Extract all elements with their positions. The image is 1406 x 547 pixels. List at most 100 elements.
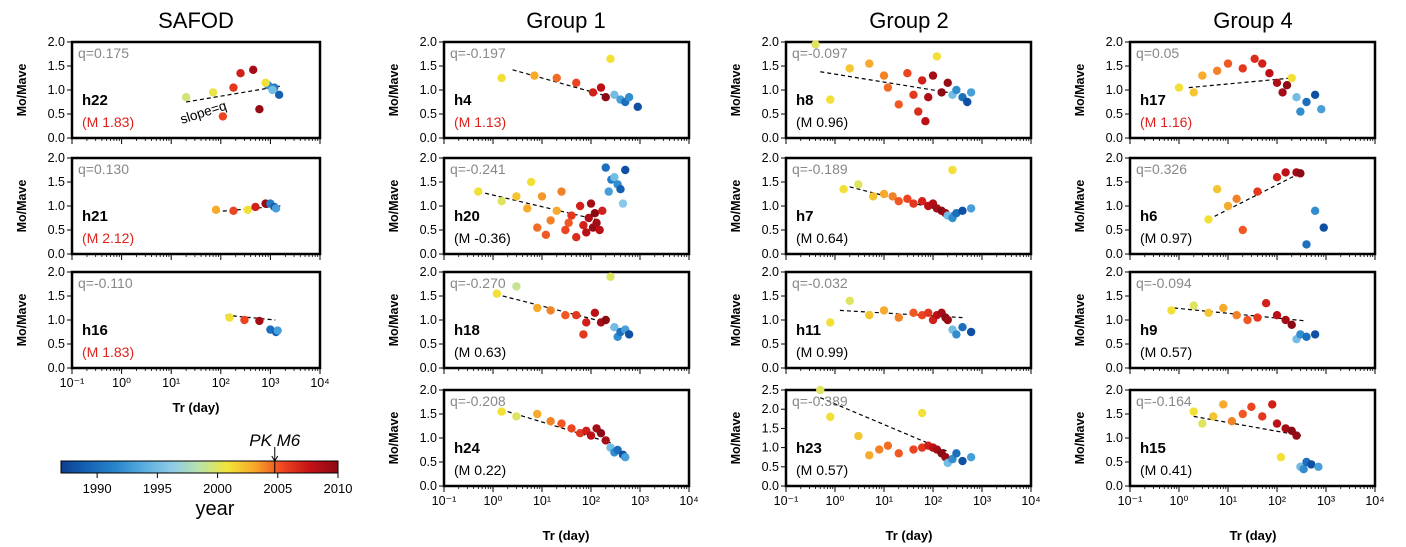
data-point bbox=[1204, 308, 1213, 317]
data-point bbox=[1232, 194, 1241, 203]
magnitude-label: (M 0.99) bbox=[796, 344, 848, 360]
data-point bbox=[274, 90, 284, 100]
y-tick-label: 0.5 bbox=[420, 455, 437, 469]
data-point bbox=[868, 192, 878, 201]
x-tick-label: 10⁻¹ bbox=[432, 494, 457, 508]
data-point bbox=[1296, 169, 1305, 178]
data-point bbox=[497, 197, 506, 206]
magnitude-label: (M 0.41) bbox=[1140, 462, 1192, 478]
plot-frame bbox=[70, 270, 322, 370]
y-tick-label: 2.0 bbox=[762, 35, 779, 49]
y-tick-label: 0.0 bbox=[48, 361, 65, 375]
data-point bbox=[604, 187, 613, 196]
cluster-name: h4 bbox=[454, 92, 472, 109]
x-tick-label: 10⁻¹ bbox=[60, 376, 85, 390]
data-point bbox=[1310, 90, 1320, 100]
scatter-panel-h4: 0.0 0.5 1.0 1.5 2.0 Mo/Mave q=-0.197 h4 (M 1.13) bbox=[387, 35, 691, 145]
plot-frame bbox=[442, 388, 691, 488]
scatter-panels: 0.0 0.5 1.0 1.5 2.0 Mo/Mave q=0.175 h22 (M 1.83)… bbox=[15, 35, 1385, 508]
x-tick-label: 10⁰ bbox=[1170, 494, 1189, 508]
data-point bbox=[567, 211, 576, 220]
data-point bbox=[579, 221, 588, 230]
data-point bbox=[952, 85, 961, 95]
y-tick-label: 0.5 bbox=[1106, 223, 1123, 237]
y-tick-label: 1.5 bbox=[420, 59, 437, 73]
cluster-name: h16 bbox=[82, 322, 108, 339]
y-tick-label: 1.5 bbox=[48, 175, 65, 189]
data-point bbox=[1281, 315, 1290, 325]
x-tick-label: 10⁴ bbox=[310, 376, 329, 390]
y-tick-label: 2.0 bbox=[420, 383, 437, 397]
trend-line bbox=[185, 85, 281, 103]
data-point bbox=[1272, 173, 1282, 182]
y-axis-title: Mo/Mave bbox=[729, 412, 743, 465]
trend-line bbox=[1208, 171, 1302, 220]
data-point bbox=[1282, 81, 1292, 90]
data-point bbox=[1276, 453, 1286, 462]
cluster-name: h7 bbox=[796, 208, 814, 225]
trend-line bbox=[225, 314, 276, 321]
data-point bbox=[1268, 400, 1277, 409]
q-value-label: q=-0.241 bbox=[450, 161, 506, 177]
data-point bbox=[921, 117, 930, 126]
y-tick-label: 1.0 bbox=[48, 313, 65, 327]
data-point bbox=[917, 76, 927, 85]
y-tick-label: 0.0 bbox=[1106, 361, 1123, 375]
y-tick-label: 1.0 bbox=[762, 83, 779, 97]
data-point bbox=[1189, 407, 1198, 416]
x-tick-label: 10² bbox=[1268, 494, 1286, 508]
data-point bbox=[533, 409, 542, 419]
y-tick-label: 0.5 bbox=[420, 223, 437, 237]
data-point bbox=[1198, 71, 1207, 80]
plot-frame bbox=[1128, 270, 1377, 370]
data-point bbox=[1272, 419, 1282, 428]
data-point bbox=[854, 431, 863, 441]
x-tick-label: 10² bbox=[924, 494, 942, 508]
trend-line bbox=[849, 186, 953, 214]
data-point bbox=[966, 204, 976, 213]
data-point bbox=[561, 311, 570, 320]
x-axis-title-safod: Tr (day) bbox=[173, 400, 220, 415]
data-point bbox=[875, 445, 884, 454]
colorbar-tick-label: 2010 bbox=[324, 481, 353, 496]
q-value-label: q=-0.110 bbox=[78, 275, 133, 291]
data-point bbox=[917, 197, 927, 206]
data-point bbox=[879, 189, 889, 199]
magnitude-label: (M 0.97) bbox=[1140, 230, 1192, 246]
data-point bbox=[826, 318, 835, 327]
data-point bbox=[624, 330, 634, 339]
x-tick-label: 10¹ bbox=[533, 494, 551, 508]
magnitude-label: (M 0.22) bbox=[454, 462, 506, 478]
y-tick-label: 1.5 bbox=[1106, 407, 1123, 421]
y-tick-label: 1.0 bbox=[762, 441, 779, 455]
data-point bbox=[590, 209, 600, 218]
data-point bbox=[952, 330, 961, 339]
data-point bbox=[914, 107, 923, 116]
data-point bbox=[1174, 83, 1184, 92]
colorbar-tick-label: 1995 bbox=[143, 481, 172, 496]
data-point bbox=[271, 204, 281, 213]
x-axis-titles: Tr (day) Tr (day) Tr (day) Tr (day) bbox=[173, 400, 1277, 543]
data-point bbox=[928, 71, 938, 80]
y-axis-title: Mo/Mave bbox=[729, 294, 743, 347]
scatter-panel-h17: 0.0 0.5 1.0 1.5 2.0 Mo/Mave q=0.05 h17 (M 1.16) bbox=[1073, 35, 1377, 145]
x-tick-label: 10⁰ bbox=[826, 494, 845, 508]
data-point bbox=[894, 449, 903, 458]
data-point bbox=[1272, 311, 1282, 320]
plot-frame bbox=[784, 156, 1033, 256]
data-point bbox=[1198, 419, 1207, 428]
scatter-panel-h15: 0.0 0.5 1.0 1.5 2.0 Mo/Mave 10⁻¹ 10⁰ 10¹ 10² 10³ 10… bbox=[1073, 383, 1385, 508]
y-tick-label: 0.0 bbox=[420, 247, 437, 261]
data-point bbox=[1261, 299, 1271, 308]
data-point bbox=[561, 225, 570, 235]
data-point bbox=[826, 95, 835, 104]
y-tick-label: 0.5 bbox=[762, 337, 779, 351]
data-point bbox=[1317, 105, 1326, 114]
scatter-panel-h20: 0.0 0.5 1.0 1.5 2.0 Mo/Mave q=-0.241 h20 (M -0.3… bbox=[387, 151, 691, 261]
data-point bbox=[816, 385, 825, 395]
x-tick-label: 10² bbox=[212, 376, 230, 390]
data-point bbox=[595, 225, 604, 235]
data-point bbox=[1212, 66, 1222, 76]
scatter-panel-h16: 0.0 0.5 1.0 1.5 2.0 Mo/Mave 10⁻¹ 10⁰ 10¹ 10² 10³ 10… bbox=[15, 265, 330, 390]
data-point bbox=[596, 429, 606, 438]
